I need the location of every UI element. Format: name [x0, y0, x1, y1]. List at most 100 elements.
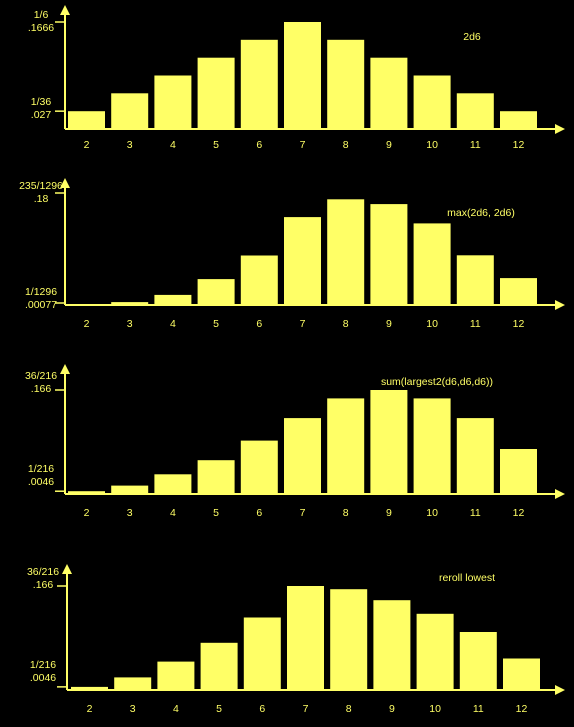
- x-tick-label: 12: [513, 139, 525, 151]
- bar: [68, 111, 105, 129]
- bar: [240, 440, 278, 494]
- chart-title: sum(largest2(d6,d6,d6)): [381, 376, 493, 388]
- chart-title: max(2d6, 2d6): [447, 207, 515, 219]
- y-axis-arrow: [60, 5, 70, 15]
- y-ref-label-bottom: .0046: [28, 476, 54, 488]
- bar: [243, 617, 281, 690]
- bar: [197, 57, 235, 130]
- bar: [456, 255, 494, 305]
- x-tick-label: 9: [386, 318, 392, 330]
- y-ref-label-bottom: 1/1296: [25, 286, 57, 298]
- x-axis-arrow: [555, 685, 565, 695]
- x-tick-label: 2: [84, 139, 90, 151]
- x-axis-arrow: [555, 124, 565, 134]
- x-axis-arrow: [555, 300, 565, 310]
- bar: [287, 586, 324, 690]
- y-ref-label-top: 36/216: [25, 370, 57, 382]
- bar: [370, 57, 408, 130]
- x-tick-label: 8: [343, 507, 349, 519]
- bar: [500, 278, 537, 305]
- y-axis-arrow: [62, 564, 72, 574]
- y-axis-arrow: [60, 178, 70, 188]
- x-tick-label: 10: [426, 507, 438, 519]
- bar: [200, 642, 238, 690]
- x-tick-label: 5: [216, 703, 222, 715]
- chart-panel: 36/216.166 1/216.0046 2 3 4 5 6 7 8 9 10 11 12 reroll…: [27, 564, 565, 715]
- bar: [114, 677, 152, 690]
- y-ref-label-bottom: 1/216: [28, 463, 54, 475]
- x-tick-label: 6: [256, 139, 262, 151]
- bar: [240, 39, 278, 129]
- x-tick-label: 7: [300, 318, 306, 330]
- y-ref-label-top: .1666: [28, 22, 54, 34]
- bar: [327, 39, 365, 129]
- bar: [68, 491, 105, 494]
- chart-panel: 235/1296.18 1/1296.00077 2 3 4 5 6 7 8 9 10 11 12 max…: [19, 178, 565, 330]
- x-tick-label: 9: [386, 139, 392, 151]
- x-tick-label: 3: [127, 139, 133, 151]
- x-tick-label: 7: [300, 139, 306, 151]
- y-ref-label-top: 1/6: [34, 9, 49, 21]
- x-tick-label: 8: [343, 318, 349, 330]
- bar: [240, 255, 278, 305]
- x-tick-label: 7: [300, 507, 306, 519]
- bar: [111, 302, 149, 305]
- bar: [413, 223, 451, 305]
- bar: [284, 217, 321, 305]
- bar: [500, 449, 537, 494]
- bar: [157, 661, 195, 690]
- y-ref-label-top: .166: [31, 383, 52, 395]
- bar: [154, 474, 192, 494]
- y-axis-arrow: [60, 364, 70, 374]
- x-tick-label: 11: [473, 703, 484, 715]
- x-tick-label: 2: [84, 318, 90, 330]
- bar: [71, 686, 108, 690]
- x-tick-label: 11: [470, 318, 481, 330]
- x-tick-label: 12: [516, 703, 528, 715]
- bar: [373, 600, 411, 690]
- x-tick-label: 2: [87, 703, 93, 715]
- bar: [284, 22, 321, 129]
- chart-title: 2d6: [463, 31, 481, 43]
- bar: [284, 418, 321, 494]
- bar: [456, 418, 494, 494]
- bar: [416, 613, 454, 690]
- x-tick-label: 11: [470, 139, 481, 151]
- bar: [456, 93, 494, 129]
- y-ref-label-top: 235/1296: [19, 180, 63, 192]
- chart-title: reroll lowest: [439, 572, 495, 584]
- bar: [370, 204, 408, 305]
- x-tick-label: 3: [130, 703, 136, 715]
- bar: [370, 390, 408, 494]
- x-tick-label: 6: [256, 318, 262, 330]
- x-tick-label: 6: [259, 703, 265, 715]
- bar: [503, 658, 540, 690]
- x-axis-arrow: [555, 489, 565, 499]
- x-tick-label: 2: [84, 507, 90, 519]
- x-tick-label: 5: [213, 507, 219, 519]
- y-ref-label-bottom: .0046: [30, 672, 56, 684]
- bar: [500, 111, 537, 129]
- x-tick-label: 4: [170, 139, 176, 151]
- x-tick-label: 4: [170, 507, 176, 519]
- bar: [197, 279, 235, 305]
- x-tick-label: 4: [170, 318, 176, 330]
- chart-panel: 1/6.1666 1/36.027 2 3 4 5 6 7 8 9 10 11 12 2d6: [28, 5, 565, 151]
- x-tick-label: 8: [346, 703, 352, 715]
- x-tick-label: 10: [426, 139, 438, 151]
- bar: [330, 589, 368, 690]
- bar: [111, 485, 149, 494]
- bar: [154, 75, 192, 129]
- bar: [327, 398, 365, 494]
- x-tick-label: 12: [513, 507, 525, 519]
- x-tick-label: 3: [127, 318, 133, 330]
- x-tick-label: 10: [429, 703, 441, 715]
- y-ref-label-bottom: .027: [31, 109, 52, 121]
- x-tick-label: 10: [426, 318, 438, 330]
- y-ref-label-bottom: .00077: [25, 299, 57, 311]
- y-ref-label-top: 36/216: [27, 566, 59, 578]
- bar: [413, 398, 451, 494]
- bar: [154, 294, 192, 305]
- x-tick-label: 8: [343, 139, 349, 151]
